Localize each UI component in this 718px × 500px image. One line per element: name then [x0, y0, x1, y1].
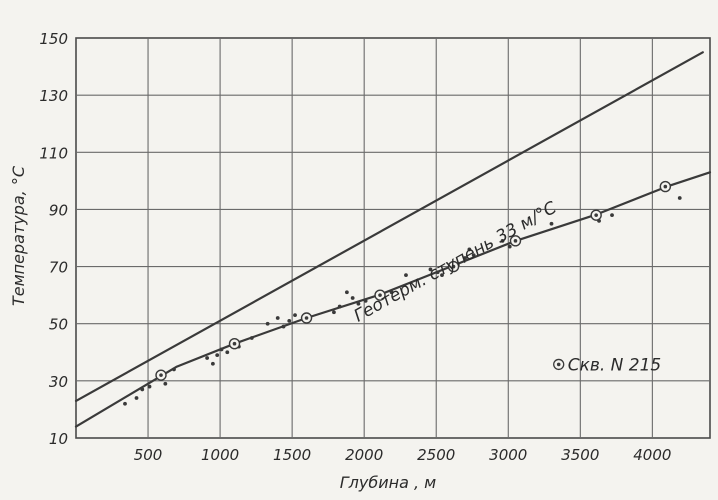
measurement-point [549, 221, 554, 226]
well-215-point [155, 369, 167, 381]
chart-grid [75, 37, 711, 439]
x-tick-label: 3500 [561, 446, 599, 464]
x-tick-label: 1000 [201, 446, 239, 464]
y-tick-label: 10 [49, 430, 68, 448]
measurement-point [610, 213, 614, 218]
measurement-point [205, 356, 210, 360]
measurement-point [219, 347, 224, 352]
well-215-point [374, 289, 386, 301]
measurement-point [500, 238, 505, 243]
x-axis-title: Глубина , м [340, 473, 436, 492]
measurement-point [140, 387, 145, 392]
well-215-center [594, 213, 598, 217]
well-215-point [228, 338, 241, 350]
measurement-point [163, 381, 168, 386]
measurement-point [471, 253, 476, 258]
gradient-line-label: Геотерм. ступень 33 м/°С [351, 198, 561, 327]
x-tick-label: 500 [134, 446, 163, 464]
y-tick-label: 150 [39, 30, 68, 48]
y-tick-label: 50 [49, 316, 68, 334]
measurement-point [440, 273, 444, 278]
y-axis-title: Температура, °С [9, 165, 28, 306]
measurement-point [435, 270, 440, 275]
y-tick-label: 30 [49, 373, 68, 391]
measurement-point [281, 324, 286, 329]
well-215-center [304, 316, 309, 320]
measurement-point [467, 247, 472, 252]
well-legend-marker-icon [553, 358, 565, 371]
well-215-center [663, 184, 668, 189]
y-tick-label: 130 [39, 87, 68, 105]
well-215-center [159, 373, 163, 377]
measurement-point [265, 321, 270, 326]
x-tick-label: 1500 [273, 446, 311, 464]
measurement-point [134, 396, 139, 400]
measurement-point [147, 384, 152, 389]
measurement-point [225, 350, 230, 355]
measurement-point [287, 318, 292, 323]
geothermal-gradient-line [74, 51, 704, 402]
well-215-point [659, 180, 672, 193]
y-tick-label: 110 [39, 144, 68, 162]
x-tick-label: 4000 [633, 446, 671, 464]
well-legend: Скв. N 215 [553, 355, 662, 375]
well-legend-marker-dot [556, 362, 561, 367]
measurement-point [463, 256, 467, 260]
y-tick-label: 70 [49, 259, 68, 277]
measurement-point [356, 301, 361, 306]
measurement-point [332, 310, 336, 315]
measurement-point [677, 196, 682, 200]
x-tick-label: 2000 [345, 446, 383, 464]
measurement-point [428, 267, 433, 272]
well-215-point [590, 209, 602, 221]
measurement-point [337, 304, 342, 309]
well-215-center [513, 239, 518, 243]
measurement-point [249, 336, 254, 340]
measurement-point [123, 401, 127, 406]
plot-frame [75, 37, 711, 439]
measurement-point [344, 290, 349, 295]
measurement-point [293, 313, 297, 318]
well-215-point [447, 260, 460, 273]
measurement-point [210, 361, 215, 366]
measurement-point [389, 290, 394, 295]
measurement-point [404, 273, 408, 278]
measurement-point [275, 316, 280, 320]
well-215-point [509, 235, 522, 247]
x-tick-label: 2500 [417, 446, 455, 464]
measurement-point [363, 298, 368, 303]
tick-labels: 500 1000 1500 2000 2500 3000 3500 4000 10 30 50 70 9… [39, 30, 671, 464]
measurement-point [172, 367, 176, 372]
measurement-point [215, 353, 220, 358]
measurement-point [350, 296, 355, 300]
annotations: Геотерм. ступень 33 м/°С Скв. N 215 [351, 198, 662, 376]
x-tick-label: 3000 [489, 446, 527, 464]
well-215-point [300, 312, 313, 324]
well-215-center [378, 293, 382, 297]
well-215-center [232, 341, 237, 346]
measurement-point [507, 244, 512, 249]
series-points [123, 180, 682, 406]
well-legend-label: Скв. N 215 [568, 355, 662, 375]
y-tick-label: 90 [49, 201, 68, 219]
well-215-center [451, 264, 456, 269]
